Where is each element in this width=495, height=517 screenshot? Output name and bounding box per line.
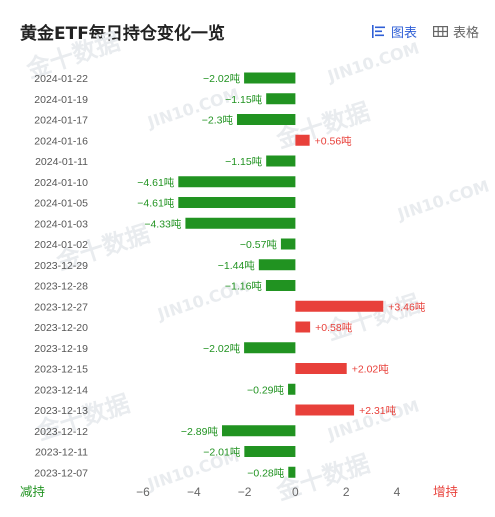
category-label: 2023-12-11 xyxy=(35,447,88,459)
table-icon xyxy=(432,26,448,37)
category-label: 2023-12-12 xyxy=(34,426,88,438)
bar xyxy=(258,259,296,271)
bar xyxy=(295,404,355,416)
bar xyxy=(244,72,296,84)
data-label: −0.28吨 xyxy=(247,466,285,479)
bar xyxy=(280,238,296,250)
data-label: −1.44吨 xyxy=(218,259,256,272)
chart-icon xyxy=(371,25,385,38)
bar xyxy=(266,93,296,105)
data-label: −1.16吨 xyxy=(225,280,263,293)
data-label: −1.15吨 xyxy=(225,155,263,168)
tick-label: −6 xyxy=(136,485,150,499)
tick-label: −4 xyxy=(187,485,201,499)
category-label: 2023-12-19 xyxy=(34,343,88,355)
data-label: −2.02吨 xyxy=(203,72,241,85)
bar xyxy=(221,425,296,437)
category-label: 2023-12-20 xyxy=(34,322,88,334)
data-label: −4.61吨 xyxy=(137,197,175,210)
data-label: +3.46吨 xyxy=(388,300,426,313)
tab-chart[interactable]: 图表 xyxy=(371,22,417,41)
watermark-text: JIN10.COM xyxy=(324,38,421,86)
tab-table-label: 表格 xyxy=(452,25,479,40)
data-label: +2.31吨 xyxy=(359,404,397,417)
decrease-label: 减持 xyxy=(20,484,45,499)
data-label: +0.58吨 xyxy=(315,321,353,334)
watermark-text: JIN10.COM xyxy=(324,396,421,444)
category-label: 2024-01-11 xyxy=(35,156,88,168)
bar xyxy=(288,383,296,395)
bar xyxy=(244,446,296,457)
category-label: 2024-01-19 xyxy=(34,94,88,106)
category-label: 2024-01-10 xyxy=(34,177,88,189)
category-label: 2023-12-07 xyxy=(34,467,88,479)
bar xyxy=(266,155,296,167)
tab-table[interactable]: 表格 xyxy=(432,22,479,41)
x-axis: −6 −4 −2 0 2 4 减持 增持 xyxy=(20,484,458,499)
tick-label: −2 xyxy=(238,485,252,499)
data-label: −4.33吨 xyxy=(144,217,182,230)
watermark-text: 金十数据 xyxy=(322,289,423,346)
bar xyxy=(244,342,296,354)
category-label: 2023-12-28 xyxy=(34,281,88,293)
bar xyxy=(295,300,384,312)
category-label: 2023-12-27 xyxy=(34,301,88,313)
data-label: −2.3吨 xyxy=(202,114,234,127)
category-label: 2024-01-05 xyxy=(34,198,88,210)
bar xyxy=(178,197,296,208)
category-label: 2023-12-15 xyxy=(34,364,88,376)
category-label: 2023-12-13 xyxy=(34,405,88,417)
data-label: −2.89吨 xyxy=(181,425,219,438)
bar xyxy=(265,280,296,291)
data-label: −4.61吨 xyxy=(137,176,175,189)
tab-chart-label: 图表 xyxy=(390,25,417,40)
bar xyxy=(185,217,296,229)
data-label: −0.29吨 xyxy=(247,383,285,396)
category-label: 2024-01-03 xyxy=(34,218,88,230)
data-label: +2.02吨 xyxy=(352,363,390,376)
category-label: 2024-01-22 xyxy=(34,73,88,85)
category-label: 2024-01-16 xyxy=(34,135,88,147)
data-label: −2.02吨 xyxy=(203,342,241,355)
bar xyxy=(295,134,310,146)
data-label: −0.57吨 xyxy=(240,238,278,251)
category-label: 2023-12-14 xyxy=(34,384,88,396)
watermark-text: JIN10.COM xyxy=(394,176,491,224)
category-label: 2023-12-29 xyxy=(34,260,88,272)
category-label: 2024-01-02 xyxy=(34,239,88,251)
tick-label: 2 xyxy=(343,485,350,499)
bar xyxy=(295,321,311,333)
bar xyxy=(295,363,347,374)
category-label: 2024-01-17 xyxy=(34,115,88,127)
tick-label: 4 xyxy=(394,485,401,499)
page-title: 黄金ETF每日持仓变化一览 xyxy=(20,24,225,44)
bar xyxy=(236,114,296,125)
data-label: −2.01吨 xyxy=(203,446,241,459)
bar xyxy=(288,466,296,478)
data-label: −1.15吨 xyxy=(225,93,263,106)
watermark-text: 金十数据 xyxy=(272,449,373,506)
chart-bars: 2024-01-22 −2.02吨 2024-01-19 −1.15吨 2024-01-… xyxy=(34,72,426,479)
view-tabs: 图表 表格 xyxy=(371,22,479,41)
tick-label: 0 xyxy=(292,485,299,499)
increase-label: 增持 xyxy=(433,484,458,499)
data-label: +0.56吨 xyxy=(315,134,353,147)
bar xyxy=(178,176,296,188)
